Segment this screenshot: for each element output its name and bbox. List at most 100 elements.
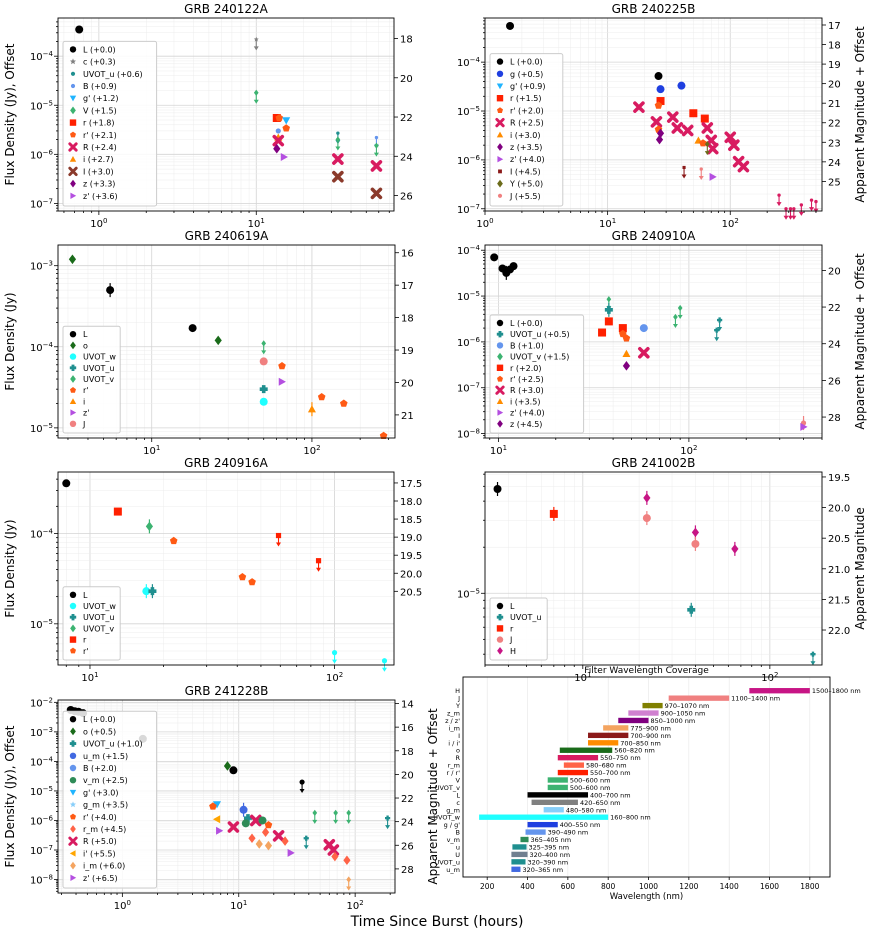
- legend-entry: g' (+1.2): [83, 94, 119, 103]
- legend-marker: [497, 107, 503, 113]
- legend-marker: [69, 789, 77, 796]
- limit-arrow-head: [333, 819, 339, 824]
- data-point: [332, 170, 344, 183]
- legend-entry: o (+0.5): [83, 727, 116, 736]
- data-point: [374, 135, 379, 140]
- y2-tick-label: 21.0: [828, 565, 850, 576]
- data-point: [253, 89, 259, 96]
- data-point: [704, 141, 710, 148]
- legend-entry: B (+1.0): [510, 341, 544, 350]
- bar-filter-label: I: [458, 732, 460, 740]
- data-point: [259, 397, 268, 406]
- y-tick-label: 10−3: [30, 726, 53, 739]
- data-point: [272, 830, 285, 842]
- data-point: [666, 111, 679, 123]
- bar: [527, 792, 589, 798]
- x-tick-label: 101: [81, 671, 98, 684]
- legend-marker: [70, 727, 76, 736]
- data-point: [687, 605, 696, 614]
- y2-tick-label: 24: [828, 158, 841, 169]
- x-tick-label: 101: [143, 444, 160, 457]
- y2-tick-label: 14: [401, 700, 414, 711]
- bar-filter-label: u: [456, 843, 460, 851]
- bar: [511, 866, 521, 872]
- legend-marker: [70, 861, 76, 870]
- data-point: [335, 136, 341, 143]
- y-tick-label: 10−4: [30, 528, 54, 541]
- legend-entry: I (+3.0): [83, 167, 114, 176]
- legend-marker: [69, 156, 77, 162]
- y-tick-label: 10−7: [457, 203, 480, 216]
- y2-tick-label: 19: [828, 60, 841, 71]
- data-point: [381, 658, 388, 664]
- data-point: [701, 122, 714, 134]
- y-axis: 10−5 10−4: [30, 478, 58, 661]
- legend-entry: z (+4.5): [510, 420, 542, 429]
- x-axis: 100 101 102: [61, 893, 391, 912]
- legend: L (+0.0) c (+0.3) UVOT_u (+0.6) B (+0.9) g' …: [62, 40, 158, 207]
- y-axis: 10−8 10−7 10−6 10−5 10−4: [457, 244, 485, 441]
- y2-axis-label: Apparent Magnitude + Offset: [853, 26, 867, 203]
- legend-marker: [68, 166, 78, 177]
- data-point: [216, 826, 224, 835]
- limit-arrow-head: [809, 207, 815, 212]
- data-point: [506, 21, 515, 30]
- data-point: [188, 324, 197, 333]
- data-point: [714, 327, 720, 333]
- y2-axis-label: Apparent Magnitude: [853, 507, 867, 630]
- y2-tick-label: 19: [401, 346, 414, 357]
- data-point: [223, 761, 232, 771]
- data-point: [258, 816, 267, 825]
- legend-marker: [497, 409, 504, 416]
- legend-entry: L: [510, 602, 515, 611]
- limit-arrow-head: [798, 211, 804, 216]
- legend-marker: [496, 131, 504, 138]
- data-point: [282, 117, 291, 125]
- x-tick-label: 1400: [720, 882, 739, 891]
- plot-frame: [462, 676, 831, 878]
- data-point: [643, 493, 651, 503]
- bar: [557, 769, 589, 776]
- data-point: [238, 573, 247, 581]
- plot-frame: [57, 17, 395, 212]
- y-tick-label: 10−5: [30, 785, 53, 798]
- bar: [588, 732, 629, 739]
- figure-xlabel: Time Since Burst (hours): [350, 914, 524, 930]
- y2-tick-label: 24: [828, 340, 841, 351]
- bar-filter-label: Y: [455, 702, 460, 710]
- limit-arrow-head: [791, 215, 797, 220]
- legend: L (+0.0) UVOT_u (+0.5) B (+1.0) UVOT_v (+1.…: [489, 314, 585, 434]
- limit-arrow-head: [312, 819, 318, 824]
- panel-pfilter: 1500–1800 nm H 1100–1400 nm J 970–1070 nm Y 90…: [433, 666, 860, 902]
- x-axis: 101 102: [489, 438, 823, 457]
- data-point: [682, 165, 686, 170]
- bar-range-label: 550–750 nm: [600, 754, 641, 762]
- data-points: [75, 25, 383, 200]
- data-point: [799, 203, 804, 207]
- y-axis: 10−5: [457, 473, 485, 655]
- data-point: [113, 507, 122, 516]
- data-point: [370, 160, 383, 172]
- data-point: [699, 139, 707, 147]
- legend-marker: [69, 46, 77, 53]
- y2-tick-label: 17: [828, 21, 841, 32]
- data-point: [145, 521, 154, 532]
- x-tick-label: 102: [303, 444, 320, 457]
- data-point: [259, 385, 268, 394]
- legend-entry: g' (+0.9): [510, 82, 546, 91]
- legend-marker: [496, 614, 504, 621]
- legend-entry: r': [83, 647, 89, 656]
- data-point: [273, 143, 281, 154]
- data-point: [777, 193, 781, 197]
- bar-filter-label: g / g': [444, 821, 461, 829]
- data-point: [214, 335, 222, 346]
- legend-entry: UVOT_u (+0.6): [83, 70, 143, 79]
- x-tick-label: 400: [520, 882, 535, 891]
- limit-arrow-head: [373, 152, 379, 157]
- y-axis-label: Flux Density (Jy), Offset: [3, 725, 17, 867]
- legend-marker: [69, 591, 77, 598]
- y2-tick-label: 20.0: [828, 504, 850, 515]
- data-point: [737, 160, 750, 173]
- y-tick-label: 10−5: [457, 587, 480, 600]
- legend-marker: [69, 602, 77, 610]
